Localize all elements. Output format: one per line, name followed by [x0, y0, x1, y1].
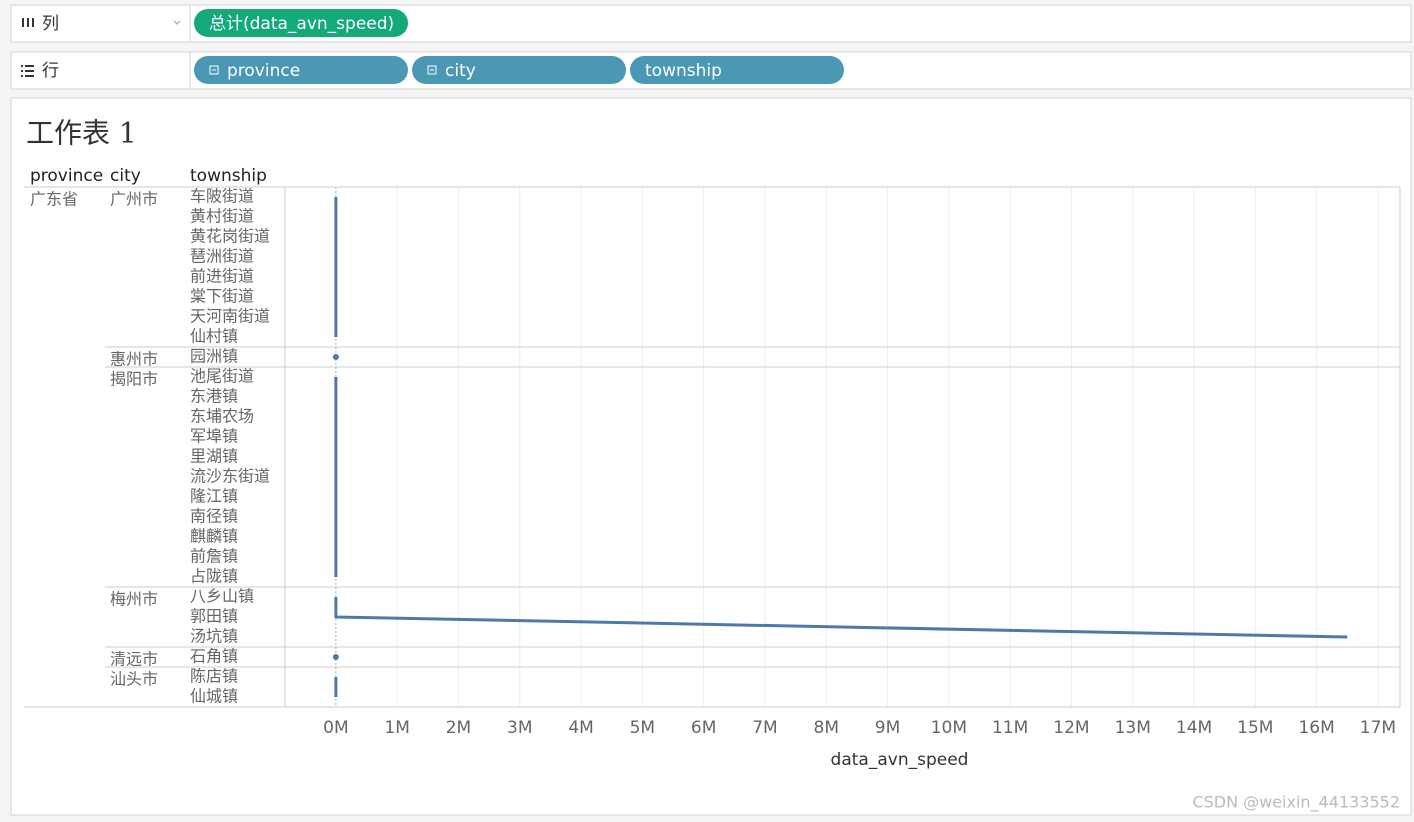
shelf-label: 行 [42, 61, 59, 81]
township-label: 隆江镇 [190, 487, 238, 506]
township-label: 前詹镇 [190, 547, 238, 566]
city-label: 广州市 [110, 190, 158, 209]
x-tick-label: 17M [1360, 718, 1396, 738]
township-label: 八乡山镇 [190, 587, 254, 606]
township-label: 军埠镇 [190, 427, 238, 446]
pill[interactable]: township [630, 56, 844, 84]
x-tick-label: 1M [384, 718, 409, 738]
pill[interactable]: province [194, 56, 408, 84]
shelf-label: 列 [42, 14, 59, 34]
city-label: 梅州市 [110, 590, 158, 609]
city-label: 清远市 [110, 650, 158, 669]
collapse-icon [427, 65, 437, 75]
x-tick-label: 7M [752, 718, 777, 738]
point [332, 354, 339, 360]
x-tick-label: 6M [691, 718, 716, 738]
x-tick-label: 11M [992, 718, 1028, 738]
x-tick-label: 15M [1237, 718, 1273, 738]
city-label: 汕头市 [110, 670, 158, 689]
column-header: city [110, 166, 141, 186]
township-label: 麒麟镇 [190, 527, 238, 546]
township-label: 车陂街道 [190, 187, 254, 206]
city-label: 惠州市 [110, 350, 158, 369]
point [332, 654, 339, 660]
township-label: 黄村街道 [190, 207, 254, 226]
x-tick-label: 0M [323, 718, 348, 738]
pill-bg [194, 9, 408, 37]
township-label: 仙村镇 [190, 327, 238, 346]
pill[interactable]: 总计(data_avn_speed) [194, 9, 408, 37]
township-label: 黄花岗街道 [190, 227, 270, 246]
x-tick-label: 2M [446, 718, 471, 738]
pill-bg [630, 56, 844, 84]
x-tick-label: 10M [931, 718, 967, 738]
rows-icon [21, 65, 34, 77]
pill-label: province [227, 61, 300, 81]
x-axis-title: data_avn_speed [831, 750, 969, 770]
township-label: 石角镇 [190, 647, 238, 666]
x-tick-label: 5M [630, 718, 655, 738]
township-label: 里湖镇 [190, 447, 238, 466]
collapse-icon [209, 65, 219, 75]
township-label: 流沙东街道 [190, 467, 270, 486]
x-tick-label: 12M [1053, 718, 1089, 738]
columns-icon [22, 18, 34, 27]
column-header: province [30, 166, 103, 186]
township-label: 前进街道 [190, 267, 254, 286]
line [334, 597, 1348, 639]
x-tick-label: 3M [507, 718, 532, 738]
township-label: 东港镇 [190, 387, 238, 406]
pill-bg [412, 56, 626, 84]
x-tick-label: 14M [1176, 718, 1212, 738]
x-tick-label: 16M [1298, 718, 1334, 738]
x-tick-label: 8M [814, 718, 839, 738]
pill-label: township [645, 61, 722, 81]
column-header: township [190, 166, 267, 186]
x-tick-label: 9M [875, 718, 900, 738]
pill[interactable]: city [412, 56, 626, 84]
township-label: 南径镇 [190, 507, 238, 526]
township-label: 占陇镇 [190, 567, 238, 586]
city-label: 揭阳市 [110, 370, 158, 389]
township-label: 琶洲街道 [190, 247, 254, 266]
township-label: 天河南街道 [190, 307, 270, 326]
township-label: 仙城镇 [190, 687, 238, 706]
worksheet [10, 97, 1412, 816]
x-tick-label: 13M [1115, 718, 1151, 738]
pill-label: 总计(data_avn_speed) [209, 14, 394, 34]
province-label: 广东省 [30, 190, 78, 209]
township-label: 园洲镇 [190, 347, 238, 366]
pill-label: city [445, 61, 476, 81]
pill-bg [194, 56, 408, 84]
township-label: 池尾街道 [190, 367, 254, 386]
township-label: 汤坑镇 [190, 627, 238, 646]
township-label: 陈店镇 [190, 667, 238, 686]
worksheet-title: 工作表 1 [26, 117, 137, 150]
township-label: 棠下街道 [190, 287, 254, 306]
township-label: 郭田镇 [190, 607, 238, 626]
watermark: CSDN @weixin_44133552 [1192, 793, 1400, 813]
township-label: 东埔农场 [190, 407, 254, 426]
x-tick-label: 4M [568, 718, 593, 738]
dropdown-arrow[interactable] [173, 20, 181, 25]
